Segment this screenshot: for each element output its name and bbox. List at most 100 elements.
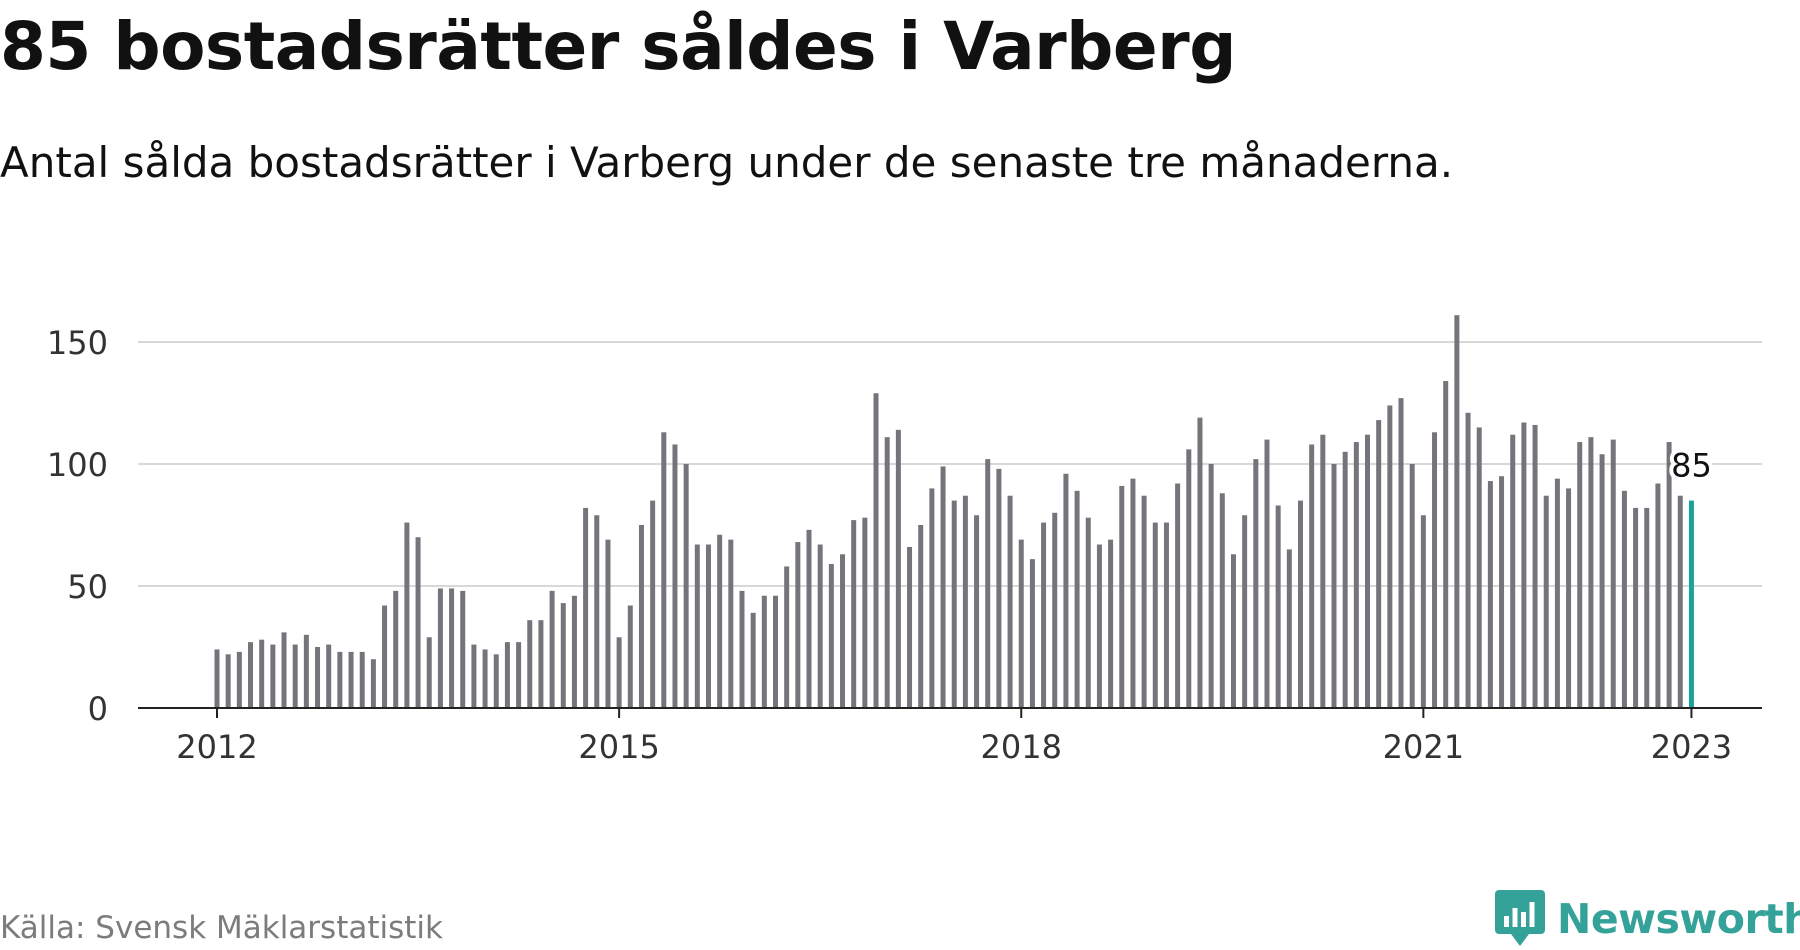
bar bbox=[750, 612, 756, 708]
bar bbox=[1532, 424, 1538, 708]
bar bbox=[739, 590, 745, 708]
bar bbox=[1376, 420, 1382, 708]
bar bbox=[773, 595, 778, 708]
bar bbox=[918, 525, 924, 708]
bar bbox=[795, 542, 801, 708]
bar bbox=[1286, 549, 1292, 708]
bar bbox=[1644, 507, 1650, 708]
bar bbox=[940, 466, 946, 708]
bar bbox=[259, 639, 265, 708]
bar bbox=[326, 644, 332, 708]
bar bbox=[527, 620, 533, 708]
bar bbox=[1152, 522, 1158, 708]
bar bbox=[1163, 522, 1169, 708]
x-tick-label: 2021 bbox=[1383, 728, 1464, 766]
bar bbox=[1253, 459, 1259, 708]
bar bbox=[1398, 398, 1404, 708]
highlight-bar bbox=[1688, 500, 1694, 708]
bar bbox=[538, 620, 544, 708]
bar bbox=[1554, 478, 1560, 708]
bar bbox=[1510, 434, 1516, 708]
bar bbox=[929, 488, 935, 708]
bar bbox=[1499, 476, 1505, 708]
bar bbox=[315, 647, 321, 708]
chart-title: 85 bostadsrätter såldes i Varberg bbox=[0, 8, 1236, 85]
bar bbox=[382, 605, 388, 708]
bar bbox=[214, 649, 220, 708]
bar bbox=[1610, 439, 1616, 708]
bar bbox=[683, 464, 689, 708]
bar bbox=[1275, 505, 1281, 708]
brand-name: Newsworthy bbox=[1557, 895, 1800, 943]
bar bbox=[270, 644, 276, 708]
bar bbox=[449, 588, 455, 708]
bar bbox=[236, 651, 242, 708]
bar bbox=[370, 659, 376, 708]
bar bbox=[426, 637, 432, 708]
bar bbox=[1521, 422, 1527, 708]
bar bbox=[817, 544, 823, 708]
bar bbox=[1108, 539, 1114, 708]
bar bbox=[1331, 464, 1337, 708]
bar bbox=[1130, 478, 1136, 708]
bar bbox=[583, 507, 589, 708]
bar bbox=[482, 649, 488, 708]
bar bbox=[951, 500, 957, 708]
bar bbox=[393, 590, 399, 708]
bar bbox=[1577, 442, 1583, 708]
bar bbox=[303, 634, 309, 708]
bar bbox=[1487, 481, 1493, 708]
bar bbox=[1175, 483, 1181, 708]
bar bbox=[974, 515, 980, 708]
bar bbox=[493, 654, 499, 708]
bar bbox=[471, 644, 477, 708]
bar bbox=[1342, 451, 1348, 708]
bar bbox=[1566, 488, 1572, 708]
bar bbox=[571, 595, 577, 708]
bar bbox=[281, 632, 287, 708]
bar bbox=[1041, 522, 1047, 708]
bar bbox=[862, 517, 868, 708]
bar bbox=[605, 539, 611, 708]
bar bbox=[504, 642, 510, 708]
bar bbox=[661, 432, 667, 708]
chart-subtitle: Antal sålda bostadsrätter i Varberg unde… bbox=[0, 138, 1454, 187]
bar bbox=[549, 590, 555, 708]
bar bbox=[1465, 412, 1471, 708]
bar bbox=[225, 654, 231, 708]
bar bbox=[1063, 473, 1069, 708]
bar bbox=[1309, 444, 1315, 708]
bar bbox=[650, 500, 656, 708]
bar bbox=[1230, 554, 1236, 708]
bar bbox=[1119, 485, 1125, 708]
y-tick-label: 0 bbox=[88, 690, 108, 728]
bar bbox=[705, 544, 711, 708]
bar bbox=[616, 637, 622, 708]
bar bbox=[1454, 315, 1460, 708]
bar bbox=[962, 495, 968, 708]
x-tick-label: 2023 bbox=[1651, 728, 1732, 766]
y-tick-label: 50 bbox=[67, 568, 108, 606]
newsworthy-chart-icon bbox=[1495, 890, 1545, 946]
bar bbox=[672, 444, 678, 708]
bar bbox=[884, 437, 890, 708]
bar bbox=[359, 651, 365, 708]
bar bbox=[404, 522, 410, 708]
bar bbox=[907, 546, 913, 708]
bar bbox=[1197, 417, 1203, 708]
newsworthy-logo[interactable]: Newsworthy bbox=[1495, 888, 1800, 950]
bar bbox=[1297, 500, 1303, 708]
x-tick-label: 2018 bbox=[981, 728, 1062, 766]
bar bbox=[806, 529, 812, 708]
bar bbox=[594, 515, 600, 708]
bar bbox=[627, 605, 633, 708]
bar bbox=[1588, 437, 1594, 708]
bar bbox=[460, 590, 466, 708]
bar bbox=[840, 554, 846, 708]
bar bbox=[694, 544, 700, 708]
bar bbox=[1666, 442, 1672, 708]
highlight-label-halo: 85 bbox=[1671, 447, 1712, 485]
bar bbox=[1599, 454, 1605, 708]
bar bbox=[728, 539, 734, 708]
bar bbox=[437, 588, 443, 708]
